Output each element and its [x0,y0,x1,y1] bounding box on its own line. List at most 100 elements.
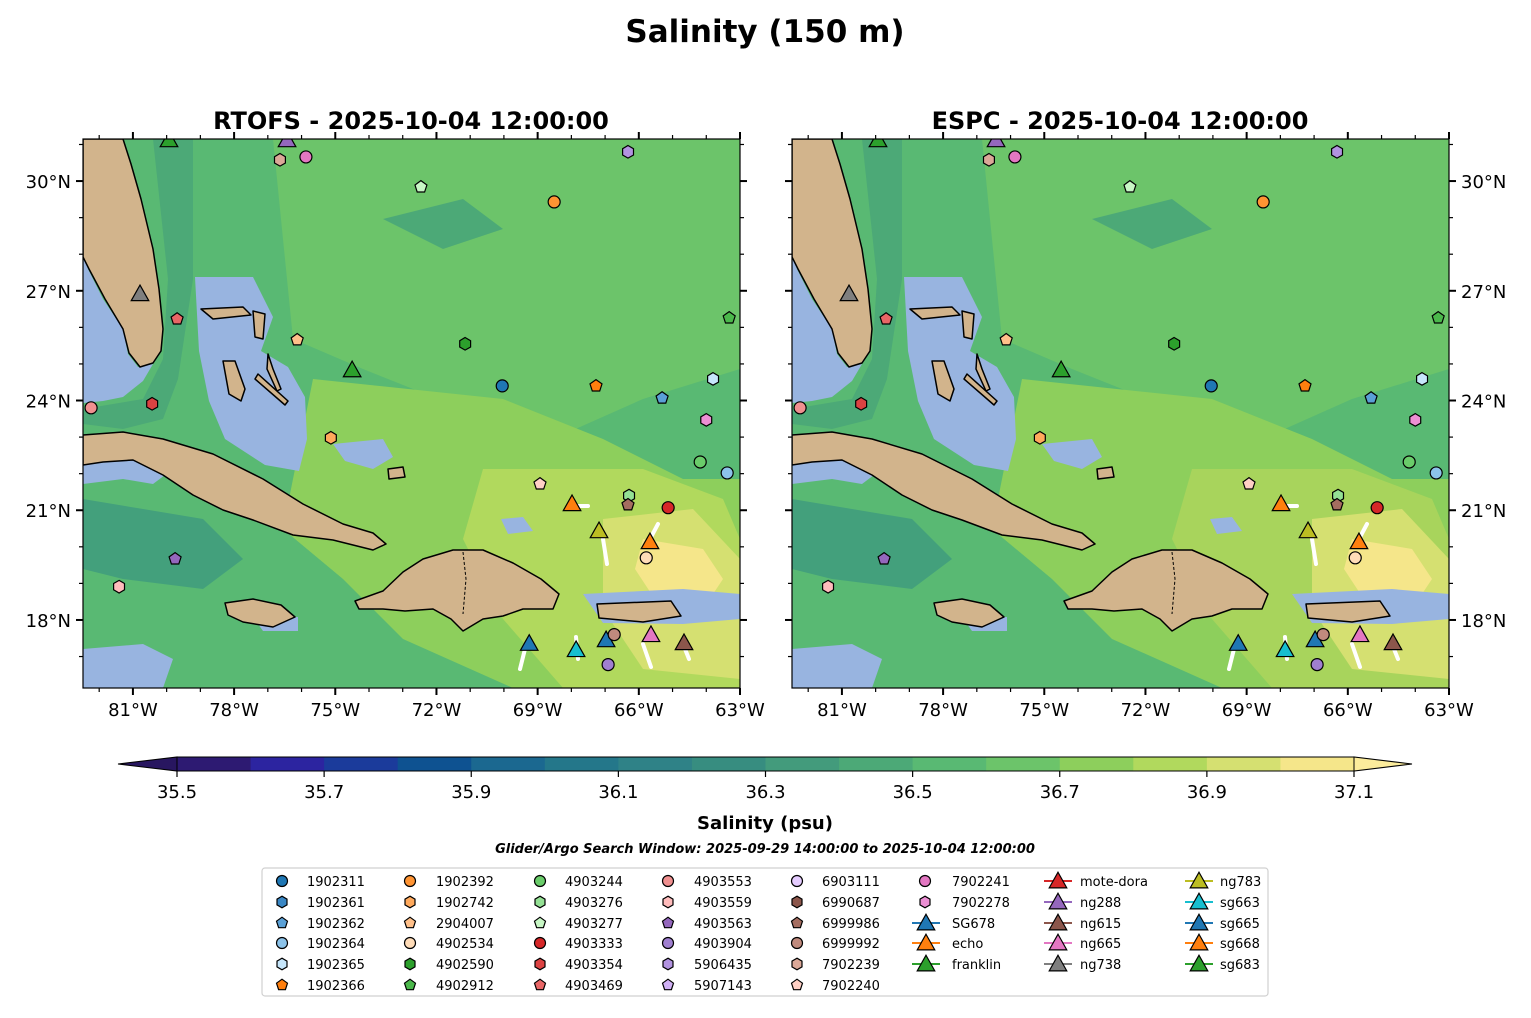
legend-label: 6990687 [822,896,880,911]
colorbar-bin [1206,757,1281,771]
legend-circle-icon [275,936,289,950]
observation-marker-7902278 [700,412,713,427]
legend-label: sg668 [1220,937,1260,952]
observation-marker-7902241 [1008,150,1022,164]
legend-item: 6990687 [791,895,880,911]
legend-label: 1902364 [307,937,365,952]
legend-item: 7902241 [918,874,1010,890]
jamaica-land [933,598,1005,628]
legend-triangle-icon [1048,871,1068,889]
legend-item: 1902366 [275,978,365,994]
observation-marker-ng288 [277,139,297,148]
observation-marker-4903277 [1123,179,1137,193]
colorbar-tick-label: 36.9 [1187,782,1227,803]
legend-circle-icon [918,874,932,888]
abaco-land [252,310,266,340]
lat-tick-label: 27°N [26,282,71,303]
lon-tick-label: 78°W [209,700,259,721]
observation-marker-echo [562,493,582,512]
observation-marker-4902590 [1168,336,1181,351]
legend-circle-icon [533,936,547,950]
colorbar-bin [839,757,914,771]
legend-pentagon-icon [661,916,675,929]
abaco-land [961,310,975,340]
observation-marker-6999992 [607,627,621,642]
legend-triangle-icon [916,913,936,931]
legend-label: franklin [952,958,1001,973]
legend-label: ng783 [1220,875,1261,890]
florida-land [83,139,164,368]
observation-marker-5906435 [1331,144,1344,159]
colorbar-tick-label: 36.5 [893,782,933,803]
map-panel-espc: 81°W 78°W 75°W 72°W 69°W 66°W 63°W 18°N 21°N 24°N… [785,132,1506,721]
legend-item: 4903354 [534,957,623,973]
legend-item: 4903244 [533,874,623,890]
observation-marker-4902912 [722,310,736,324]
legend-item: 4902912 [403,978,494,994]
cuba-land [792,431,1096,551]
colorbar-bin [912,757,987,771]
colorbar-bin [765,757,840,771]
exuma-land [254,373,289,406]
legend-label: 4903563 [694,917,752,932]
legend-hexagon-icon [404,895,416,909]
colorbar-extend-high [1353,756,1413,772]
shallow-shelf [83,249,153,403]
map-panel-rtofs: 81°W 78°W 75°W 72°W 69°W 66°W 63°W 18°N 21°N 24°N… [26,132,765,721]
legend-label: 1902366 [307,979,365,994]
observation-marker-4903333 [661,501,675,515]
lon-tick-label: 69°W [513,700,563,721]
colorbar-bin [618,757,693,771]
observation-marker-4902590 [459,336,472,351]
glider-track [1350,642,1362,669]
observation-marker-6999992 [1316,627,1330,642]
salinity-contour [383,199,503,249]
legend-item: 4903904 [661,936,752,952]
colorbar-tick-label: 35.9 [451,782,491,803]
legend-circle-icon [403,874,417,888]
legend-triangle-icon [1189,954,1209,972]
observation-marker-sg668 [640,531,660,550]
observation-marker-4903904 [1310,657,1324,672]
legend-item: sg665 [1185,913,1260,932]
glider-track [601,537,609,566]
lon-tick-label: 72°W [1121,700,1171,721]
observation-marker-1902742 [324,430,337,445]
observation-marker-sg683 [342,359,362,378]
legend-item: franklin [912,954,1001,973]
observation-marker-6999986 [1330,497,1344,511]
legend-label: 2904007 [436,917,494,932]
observation-marker-4903244 [1402,455,1416,469]
observation-marker-4903559 [822,579,835,594]
legend-pentagon-icon [533,978,547,991]
legend-label: echo [952,937,983,952]
legend-circle-icon [661,936,675,950]
andros-land [931,360,955,402]
hispaniola-land [1063,549,1269,632]
legend-item: ng738 [1044,954,1121,973]
hispaniola-land [354,549,560,632]
legend-item: ng615 [1044,913,1121,932]
salinity-contour [273,139,740,439]
legend-hexagon-icon [791,957,803,971]
colorbar-tick-label: 36.7 [1040,782,1080,803]
legend-triangle-icon [1048,954,1068,972]
observation-marker-4903904 [601,657,615,672]
legend-label: mote-dora [1080,875,1148,890]
legend-item: 4903553 [661,874,752,890]
eleuthera-land [266,353,282,392]
lon-tick-label: 66°W [614,700,664,721]
legend-label: 4903333 [565,937,623,952]
colorbar-bin [1059,757,1134,771]
grand-bahama-land [909,306,961,320]
legend-item: 6903111 [790,874,880,890]
observation-marker-2904007 [999,332,1013,346]
observation-marker-ng665 [641,624,661,643]
legend-item: 1902361 [276,895,365,911]
legend-label: 6903111 [822,875,880,890]
legend-triangle-icon [1048,913,1068,931]
exuma-land [963,373,998,406]
observation-marker-SG678 [519,633,540,651]
cuba-land [83,431,387,551]
grand-bahama-land [200,306,252,320]
